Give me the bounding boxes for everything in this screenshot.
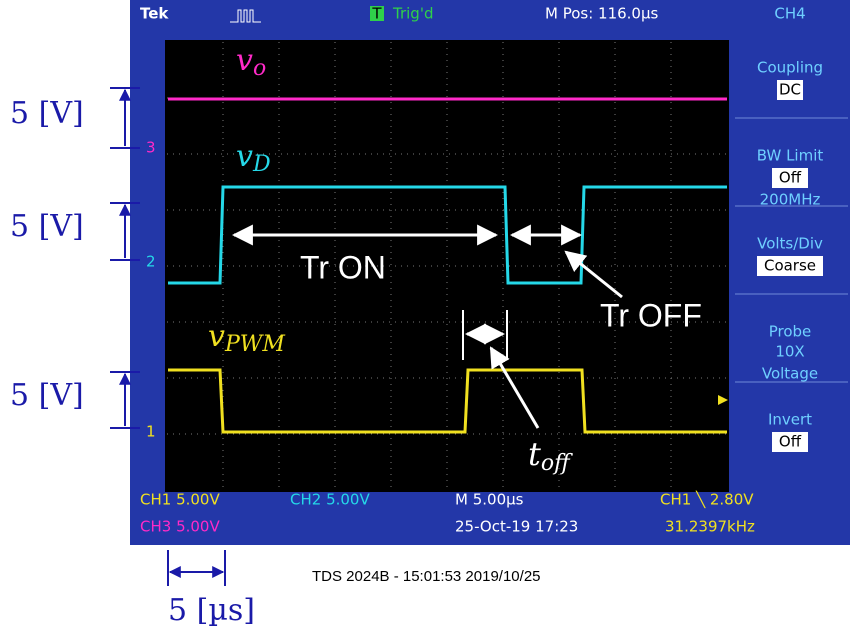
menu-value: Off [779,169,802,187]
status-frequency: 31.2397kHz [665,518,755,536]
menu-label: Probe [769,323,812,341]
menu-value: Off [779,433,802,451]
label-tr-off: Tr OFF [600,297,702,333]
status-ch2: CH2 5.00V [290,491,370,509]
status-timebase: M 5.00µs [455,491,524,509]
menu-label: BW Limit [757,147,824,165]
label-base: t [528,435,541,473]
menu-label: Volts/Div [757,235,823,253]
status-ch1: CH1 5.00V [140,491,220,509]
label-base: v [236,139,253,174]
marker-ch2: 2 [146,253,156,271]
brand: Tek [140,5,169,23]
scale-label: 5 [V] [10,209,84,244]
label-tr-on: Tr ON [300,249,386,285]
footer: TDS 2024B - 15:01:53 2019/10/25 [312,568,541,585]
menu-label: Coupling [757,59,823,77]
label-sub: o [253,56,266,81]
status-trigger: CH1 ╲ 2.80V [660,491,754,509]
menu-label: Invert [768,411,812,429]
graticule [165,40,729,492]
label-sub: D [252,152,271,177]
scale-label: 5 [V] [10,378,84,413]
menu-value: Coarse [764,257,816,275]
label-base: v [236,43,253,78]
scale-label: 5 [V] [10,96,84,131]
menu-line: 10X [775,343,804,361]
trigger-status: Trig'd [392,5,433,23]
page: Tek T Trig'd M Pos: 116.0µs CH4 Coupling… [0,0,850,637]
time-scale-label: 5 [µs] [168,593,255,628]
status-ch3: CH3 5.00V [140,518,220,536]
label-sub: off [541,451,573,476]
menu-line: Voltage [762,365,818,383]
label-base: v [208,319,225,354]
label-sub: PWM [224,332,285,357]
time-ticks [168,550,225,586]
channel: CH4 [774,5,805,23]
position: M Pos: 116.0µs [545,5,659,23]
trig-letter: T [371,5,382,23]
menu-value: DC [779,81,801,99]
status-date: 25-Oct-19 17:23 [455,518,578,536]
marker-ch3: 3 [146,139,156,157]
marker-ch1: 1 [146,423,156,441]
